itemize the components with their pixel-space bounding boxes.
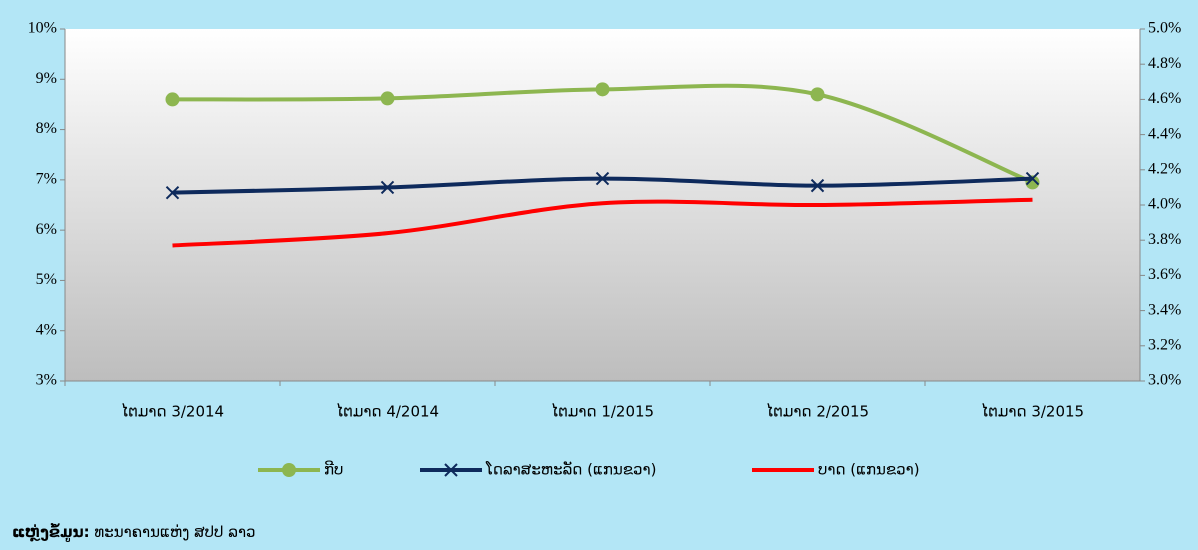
marker xyxy=(380,91,395,106)
y2-tick-label: 4.8% xyxy=(1148,55,1181,72)
y2-tick-label: 3.2% xyxy=(1148,336,1181,353)
x-tick-label: ໄຕມາດ 1/2015 xyxy=(551,402,654,421)
y2-tick-label: 4.0% xyxy=(1148,196,1181,213)
marker xyxy=(810,178,825,193)
source: ແຫຼ່ງຂໍ້ມູນ: ທະນາຄານແຫ່ງ ສປປ ລາວ xyxy=(12,522,256,543)
y-tick-label: 8% xyxy=(36,120,57,137)
x-tick-label: ໄຕມາດ 4/2014 xyxy=(336,402,439,421)
legend-label: ໂດລາສະຫະລັດ (ແກນຂວາ) xyxy=(485,459,656,478)
y-tick-label: 7% xyxy=(36,171,57,188)
x-tick-label: ໄຕມາດ 2/2015 xyxy=(766,402,869,421)
y-tick-label: 6% xyxy=(36,221,57,238)
series-line xyxy=(172,197,1033,248)
marker xyxy=(595,82,610,97)
marker xyxy=(810,87,825,102)
y-tick-label: 3% xyxy=(36,372,57,389)
marker xyxy=(165,185,180,200)
y2-tick-label: 3.0% xyxy=(1148,372,1181,389)
y2-tick-label: 3.4% xyxy=(1148,301,1181,318)
legend-label: ກີບ xyxy=(324,459,343,478)
x-tick-label: ໄຕມາດ 3/2015 xyxy=(981,402,1084,421)
y2-tick-label: 4.2% xyxy=(1148,160,1181,177)
y-tick-label: 9% xyxy=(36,70,57,87)
y2-tick-label: 4.4% xyxy=(1148,125,1181,142)
marker xyxy=(380,180,395,195)
legend-label: ບາດ (ແກນຂວາ) xyxy=(818,461,920,479)
y-tick-label: 4% xyxy=(36,321,57,338)
y2-tick-label: 5.0% xyxy=(1148,20,1181,37)
y2-tick-label: 4.6% xyxy=(1148,90,1181,107)
y2-tick-label: 3.6% xyxy=(1148,266,1181,283)
y2-tick-label: 3.8% xyxy=(1148,231,1181,248)
legend-marker xyxy=(282,463,296,477)
legend-marker xyxy=(444,463,458,477)
y-tick-label: 10% xyxy=(28,20,57,37)
marker xyxy=(165,92,180,107)
x-tick-label: ໄຕມາດ 3/2014 xyxy=(121,402,224,421)
marker xyxy=(1025,171,1040,186)
source-text: ທະນາຄານແຫ່ງ ສປປ ລາວ xyxy=(94,523,255,541)
y-tick-label: 5% xyxy=(36,271,57,288)
marker xyxy=(595,171,610,186)
source-label: ແຫຼ່ງຂໍ້ມູນ: xyxy=(12,522,90,543)
